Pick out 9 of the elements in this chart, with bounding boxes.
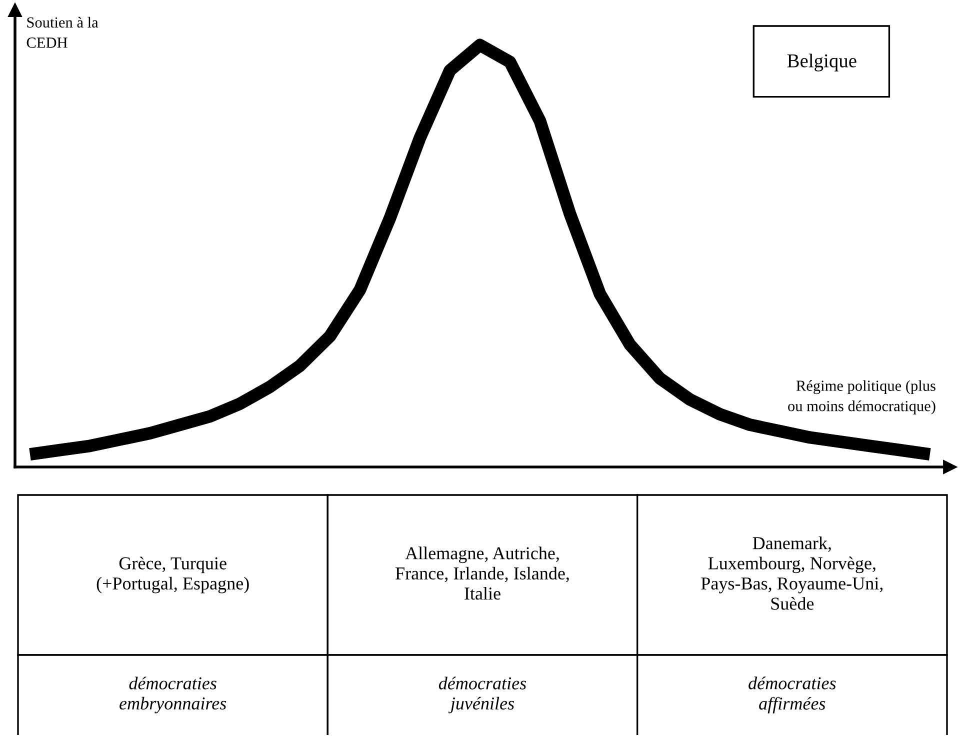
annotation: Belgique [787,54,856,72]
text: Allemagne, Autriche, France, Irlande, Islande, Italie [396,546,569,600]
text: démocraties juvéniles [438,676,526,714]
x-axis-title: Régime politique (plus ou moins démocratique) [788,380,936,414]
text: démocraties embryonnaires [120,676,226,714]
text: démocraties affirmées [748,676,836,714]
text: Danemark, Luxembourg, Norvège, Pays-Bas, Royaume-Uni, Suède [701,536,883,610]
text: Grèce, Turquie (+Portugal, Espagne) [96,556,249,594]
y-axis-title: Soutien à la CEDH [26,16,98,48]
